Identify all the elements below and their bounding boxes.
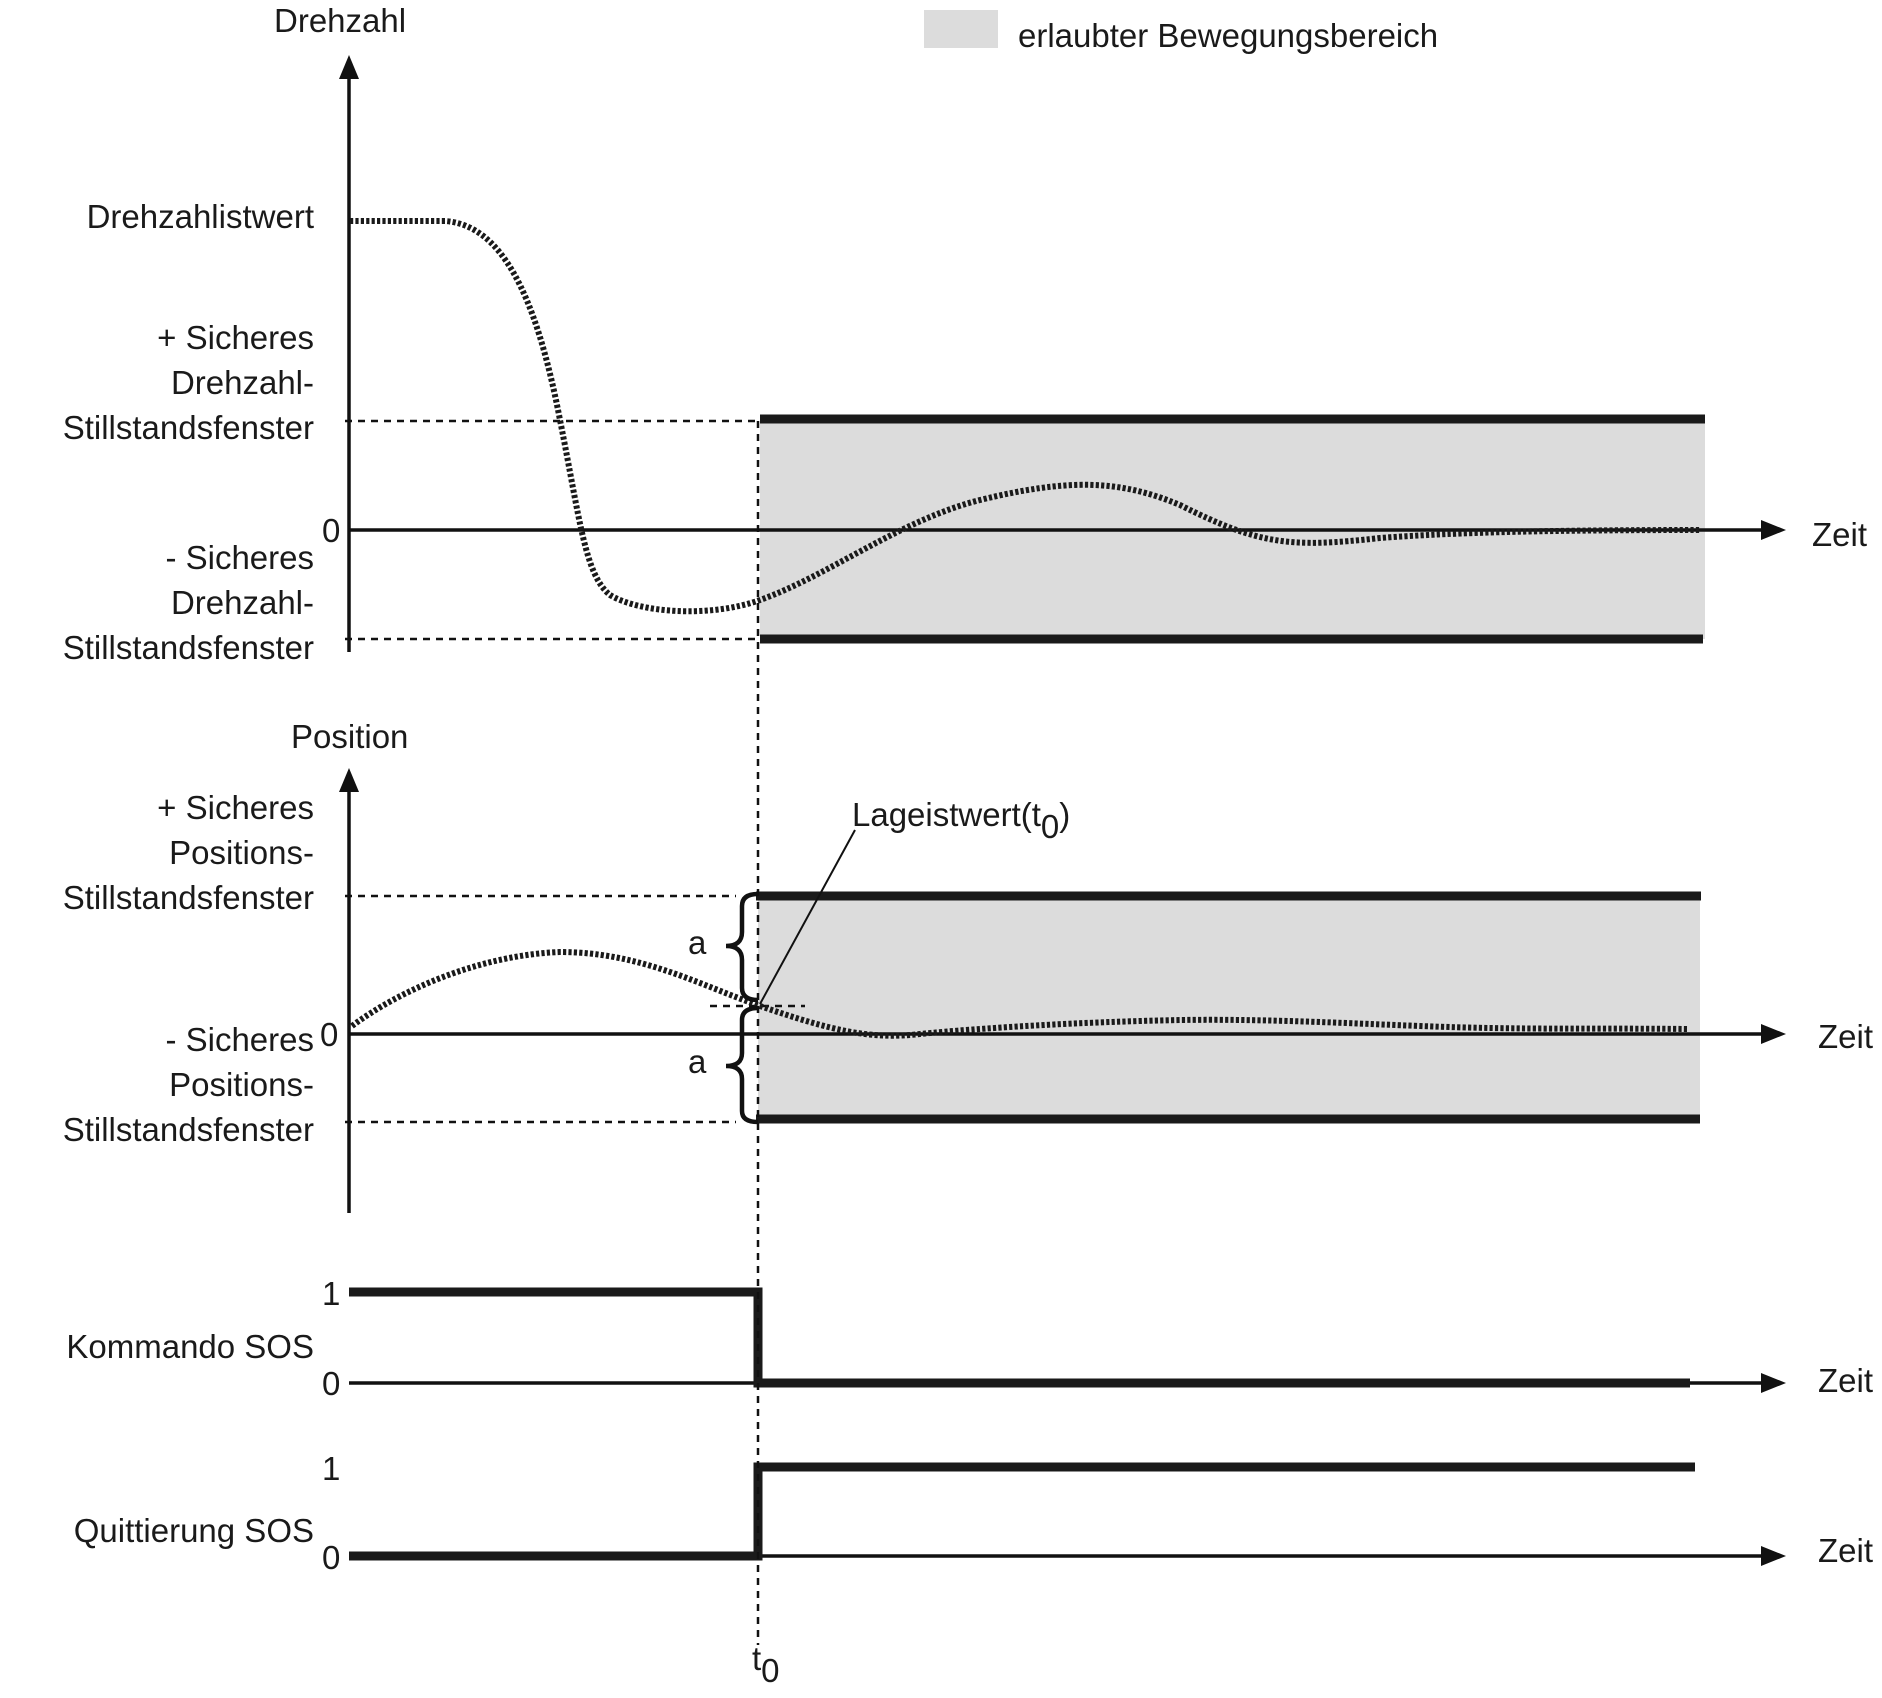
- speed-upper-window-label-1: + Sicheres: [157, 319, 314, 356]
- position-lower-window-label-3: Stillstandsfenster: [63, 1111, 314, 1148]
- position-actual-curve: [350, 948, 1688, 1039]
- position-upper-brace: [725, 891, 759, 1003]
- position-y-arrow-icon: [339, 768, 359, 792]
- command-panel: 1 Kommando SOS 0 Zeit: [66, 1275, 1873, 1402]
- speed-zero-label: 0: [322, 512, 340, 549]
- position-lower-brace: [725, 1005, 759, 1125]
- position-x-arrow-icon: [1761, 1024, 1786, 1044]
- time-marker-sub: 0: [761, 1652, 779, 1689]
- command-signal: [349, 1287, 1690, 1388]
- command-label: Kommando SOS: [66, 1328, 314, 1365]
- speed-y-axis-label: Drehzahl: [274, 2, 406, 39]
- speed-y-arrow-icon: [339, 55, 359, 79]
- time-marker-label: t0: [752, 1640, 780, 1689]
- command-low-label: 0: [322, 1365, 340, 1402]
- position-upper-window-label-3: Stillstandsfenster: [63, 879, 314, 916]
- speed-x-arrow-icon: [1761, 520, 1786, 540]
- ack-x-arrow-icon: [1761, 1546, 1786, 1566]
- speed-actual-label: Drehzahlistwert: [87, 198, 314, 235]
- position-y-axis-label: Position: [291, 718, 408, 755]
- ack-panel: 1 Quittierung SOS 0 Zeit: [74, 1450, 1873, 1576]
- ack-x-axis-label: Zeit: [1818, 1532, 1873, 1569]
- position-lower-window-label-1: - Sicheres: [165, 1021, 314, 1058]
- position-panel: Position + Sicheres Positions- Stillstan…: [63, 718, 1873, 1213]
- speed-x-axis-label: Zeit: [1812, 516, 1867, 553]
- ack-high-label: 1: [322, 1450, 340, 1487]
- command-x-axis-label: Zeit: [1818, 1362, 1873, 1399]
- legend: erlaubter Bewegungsbereich: [924, 10, 1438, 54]
- position-zero-label: 0: [320, 1016, 338, 1053]
- position-annotation-label: Lageistwert(t0): [852, 796, 1070, 845]
- position-brace-label-lower: a: [688, 1043, 707, 1080]
- position-annotation-close: ): [1059, 796, 1070, 833]
- position-upper-window-label-1: + Sicheres: [157, 789, 314, 826]
- time-marker: t0: [752, 421, 780, 1689]
- speed-actual-curve: [350, 218, 1701, 615]
- position-x-axis-label: Zeit: [1818, 1018, 1873, 1055]
- position-brace-label-upper: a: [688, 924, 707, 961]
- ack-signal: [349, 1462, 1695, 1561]
- legend-swatch: [924, 10, 998, 48]
- speed-panel: Drehzahl Drehzahlistwert + Sicheres Dreh…: [63, 2, 1867, 666]
- time-marker-text: t: [752, 1640, 761, 1677]
- speed-lower-window-label-2: Drehzahl-: [171, 584, 314, 621]
- command-x-arrow-icon: [1761, 1373, 1786, 1393]
- position-annotation-sub: 0: [1041, 808, 1059, 845]
- ack-label: Quittierung SOS: [74, 1512, 314, 1549]
- position-allowed-region: [758, 896, 1700, 1119]
- speed-lower-window-label-3: Stillstandsfenster: [63, 629, 314, 666]
- position-annotation-leader: [759, 829, 856, 1005]
- speed-upper-window-label-3: Stillstandsfenster: [63, 409, 314, 446]
- command-high-label: 1: [322, 1275, 340, 1312]
- position-lower-window-label-2: Positions-: [169, 1066, 314, 1103]
- position-upper-window-label-2: Positions-: [169, 834, 314, 871]
- speed-lower-window-label-1: - Sicheres: [165, 539, 314, 576]
- legend-label: erlaubter Bewegungsbereich: [1018, 17, 1438, 54]
- position-annotation-text: Lageistwert(t: [852, 796, 1041, 833]
- ack-low-label: 0: [322, 1539, 340, 1576]
- speed-upper-window-label-2: Drehzahl-: [171, 364, 314, 401]
